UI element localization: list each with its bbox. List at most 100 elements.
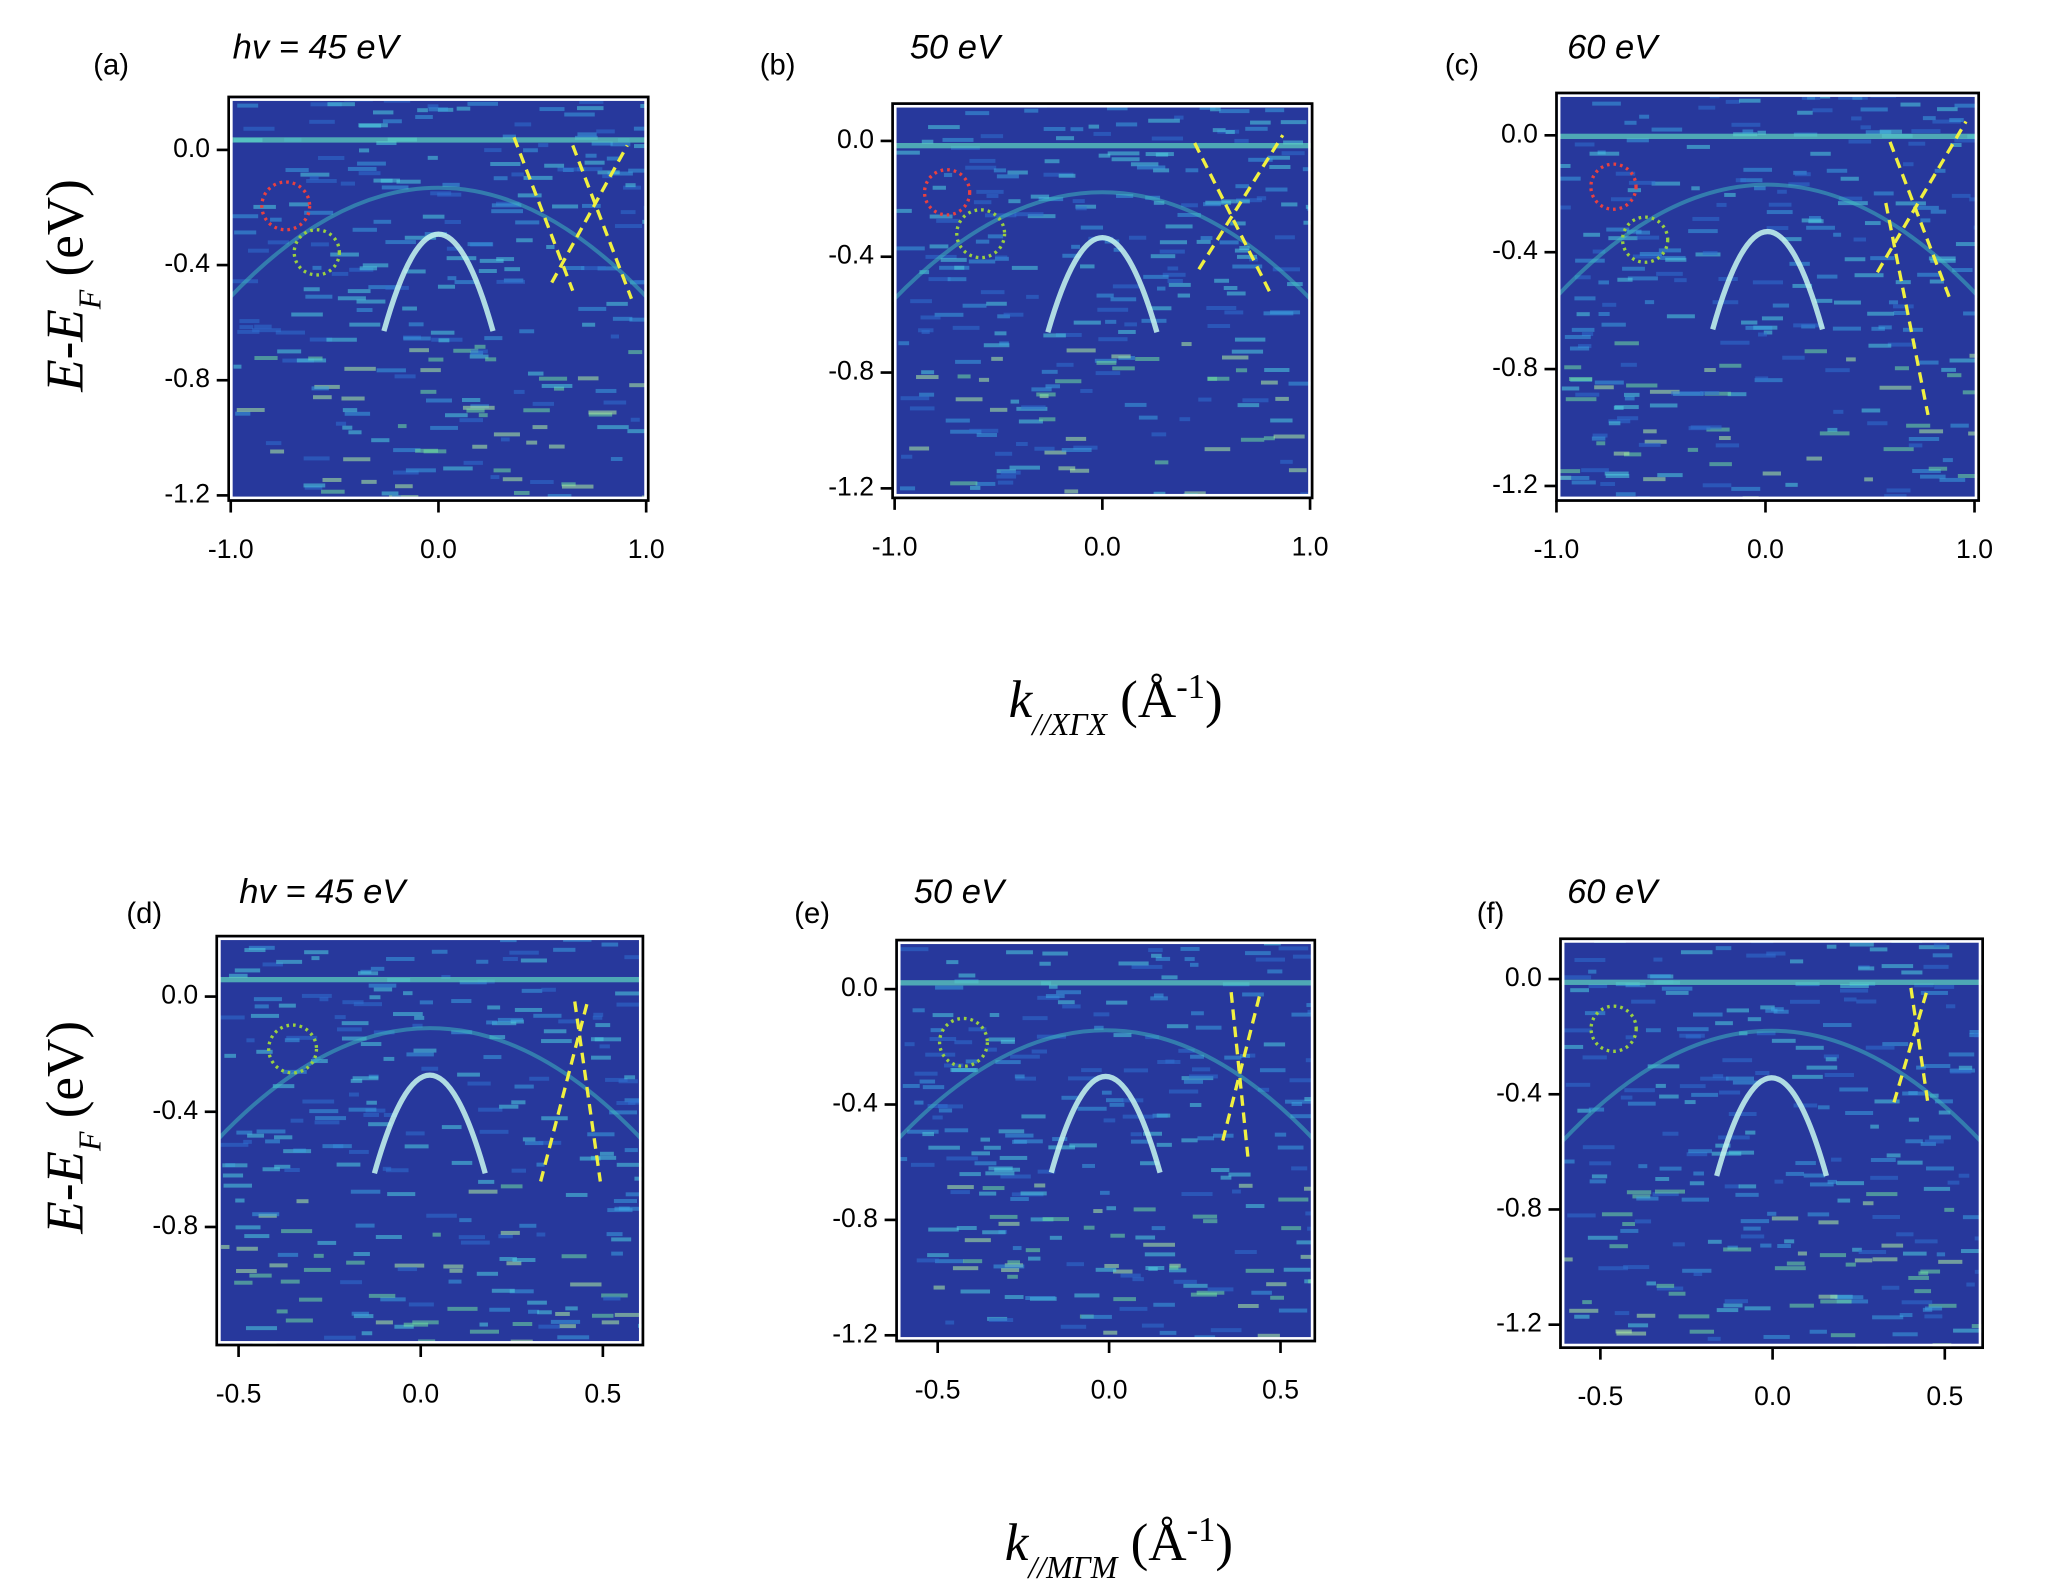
intensity-streak (1661, 986, 1693, 991)
intensity-streak (1123, 1068, 1149, 1073)
intensity-streak (1111, 157, 1140, 162)
intensity-streak (449, 1268, 463, 1273)
intensity-streak (1239, 246, 1250, 250)
intensity-streak (954, 1040, 973, 1045)
intensity-streak (1592, 101, 1621, 106)
intensity-streak (519, 329, 535, 334)
intensity-streak (1561, 975, 1592, 980)
intensity-streak (223, 1183, 252, 1188)
intensity-streak (1954, 138, 1979, 143)
intensity-streak (442, 182, 460, 187)
intensity-streak (1686, 1152, 1708, 1157)
intensity-streak (1719, 363, 1742, 368)
intensity-streak (1903, 162, 1914, 167)
intensity-streak (443, 1264, 464, 1269)
intensity-streak (1180, 946, 1200, 951)
intensity-streak (469, 1329, 500, 1334)
intensity-streak (1074, 1293, 1100, 1298)
intensity-streak (1292, 954, 1315, 959)
intensity-streak (943, 173, 953, 178)
intensity-streak (1895, 280, 1911, 285)
intensity-streak (1953, 1328, 1983, 1333)
intensity-streak (587, 1132, 615, 1137)
intensity-streak (1073, 320, 1101, 325)
intensity-streak (368, 285, 400, 290)
intensity-streak (304, 485, 323, 490)
intensity-streak (430, 330, 455, 335)
intensity-streak (1920, 474, 1946, 479)
intensity-streak (522, 1137, 536, 1142)
intensity-streak (1564, 1159, 1575, 1164)
intensity-streak (299, 1297, 323, 1302)
intensity-streak (358, 123, 388, 128)
intensity-streak (916, 375, 939, 380)
intensity-streak (437, 284, 456, 289)
intensity-streak (980, 1137, 991, 1142)
intensity-streak (1870, 1158, 1896, 1162)
y-axis-label: E-EF (eV) (37, 1021, 107, 1235)
intensity-streak (1922, 116, 1936, 121)
intensity-streak (985, 213, 1017, 218)
intensity-streak (1159, 240, 1188, 245)
intensity-streak (303, 483, 326, 488)
outer-band (896, 1028, 1315, 1142)
intensity-streak (256, 1129, 286, 1134)
intensity-streak (1080, 264, 1095, 269)
intensity-streak (599, 1044, 610, 1049)
intensity-streak (894, 150, 920, 155)
intensity-streak (428, 357, 444, 362)
intensity-streak (527, 371, 544, 376)
intensity-streak (625, 1192, 641, 1197)
x-axis-label-part: k (1009, 671, 1034, 729)
intensity-streak (616, 1100, 636, 1105)
intensity-streak (1055, 332, 1082, 337)
intensity-streak (597, 170, 620, 175)
intensity-streak (1191, 1011, 1204, 1016)
intensity-streak (491, 1288, 515, 1293)
intensity-streak (1045, 384, 1061, 389)
intensity-streak (1608, 419, 1631, 424)
intensity-streak (499, 1256, 517, 1261)
intensity-streak (1066, 1262, 1085, 1267)
intensity-streak (1189, 1074, 1218, 1079)
intensity-streak (1275, 396, 1289, 401)
intensity-streak (1879, 385, 1912, 390)
intensity-streak (1715, 1143, 1731, 1148)
intensity-streak (1849, 942, 1874, 947)
intensity-streak (1845, 1262, 1856, 1267)
intensity-streak (577, 376, 599, 381)
intensity-streak (376, 141, 397, 146)
intensity-streak (1110, 1233, 1125, 1238)
intensity-streak (219, 1142, 249, 1147)
intensity-streak (1062, 1004, 1081, 1009)
intensity-streak (1856, 999, 1877, 1004)
intensity-streak (1199, 105, 1216, 110)
intensity-streak (1267, 155, 1290, 160)
intensity-streak (385, 1168, 409, 1173)
intensity-streak (1056, 362, 1074, 367)
intensity-streak (1872, 1257, 1898, 1262)
intensity-streak (1582, 1055, 1607, 1060)
intensity-streak (1792, 283, 1813, 288)
guide-line (1197, 134, 1285, 271)
intensity-streak (1634, 1219, 1652, 1224)
intensity-streak (265, 1139, 280, 1144)
intensity-streak (1081, 1314, 1112, 1319)
intensity-streak (1947, 373, 1962, 378)
intensity-streak (1251, 1290, 1272, 1295)
intensity-streak (553, 386, 565, 391)
intensity-streak (476, 1271, 499, 1276)
intensity-streak (1878, 325, 1892, 330)
intensity-streak (1826, 168, 1848, 173)
intensity-streak (1812, 108, 1833, 113)
intensity-streak (1806, 1065, 1838, 1070)
intensity-streak (1645, 1028, 1661, 1033)
intensity-streak (1901, 970, 1923, 975)
intensity-streak (547, 494, 572, 499)
intensity-streak (1881, 1285, 1900, 1290)
intensity-streak (601, 942, 619, 947)
intensity-streak (1583, 232, 1601, 237)
intensity-streak (1944, 1207, 1955, 1212)
intensity-streak (348, 1107, 377, 1112)
intensity-streak (1303, 220, 1313, 225)
